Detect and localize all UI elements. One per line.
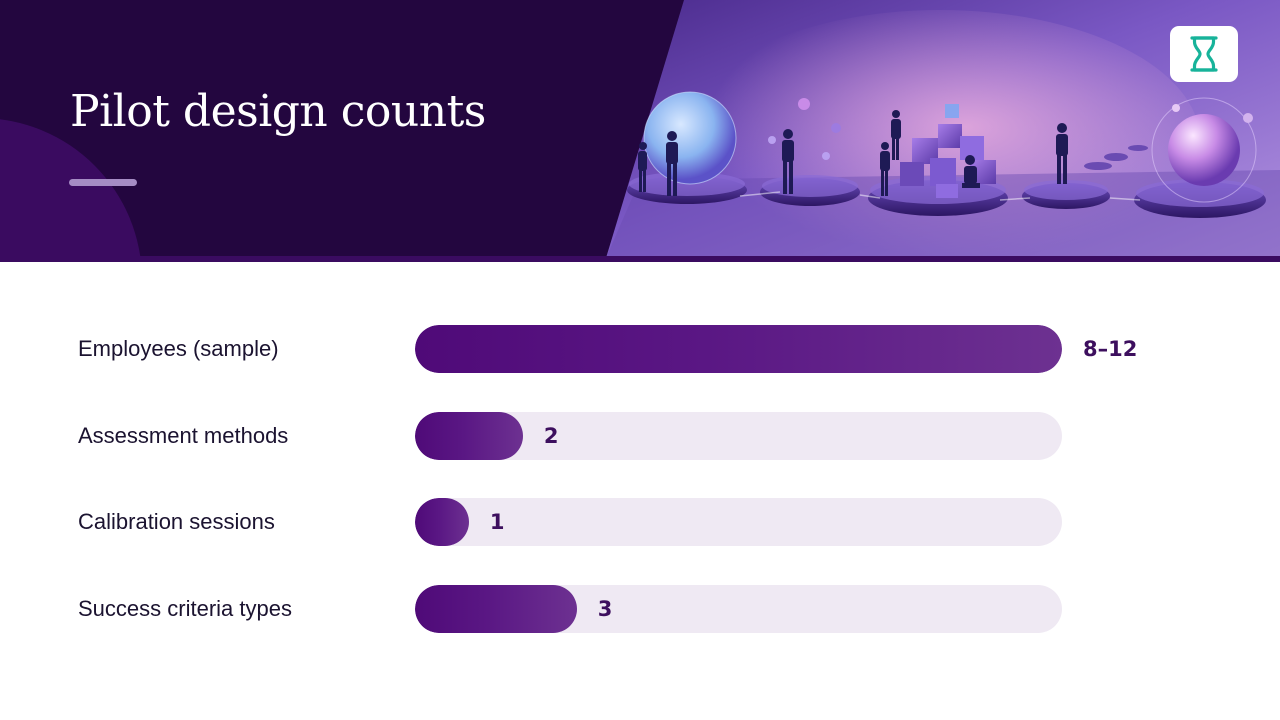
hourglass-logo-icon	[1190, 36, 1218, 72]
bar-value-label: 3	[597, 597, 613, 621]
page-title: Pilot design counts	[70, 86, 486, 137]
hero-illustration	[0, 0, 1280, 258]
title-underline-accent	[69, 179, 137, 186]
bar-track	[415, 325, 1062, 373]
bar	[415, 585, 577, 633]
bar	[415, 498, 469, 546]
header-banner: Pilot design counts	[0, 0, 1280, 262]
bar	[415, 412, 523, 460]
category-label: Calibration sessions	[78, 509, 275, 534]
bar-value-label: 8–12	[1083, 337, 1138, 361]
category-label: Employees (sample)	[78, 336, 279, 361]
bar-track	[415, 412, 1062, 460]
bar-value-label: 1	[489, 510, 505, 534]
header-bottom-rule	[0, 256, 1280, 262]
category-label: Success criteria types	[78, 596, 292, 621]
logo-tile	[1170, 26, 1238, 82]
bar	[415, 325, 1062, 373]
bar-value-label: 2	[543, 424, 559, 448]
bar-track	[415, 498, 1062, 546]
bar-track	[415, 585, 1062, 633]
category-label: Assessment methods	[78, 423, 289, 448]
